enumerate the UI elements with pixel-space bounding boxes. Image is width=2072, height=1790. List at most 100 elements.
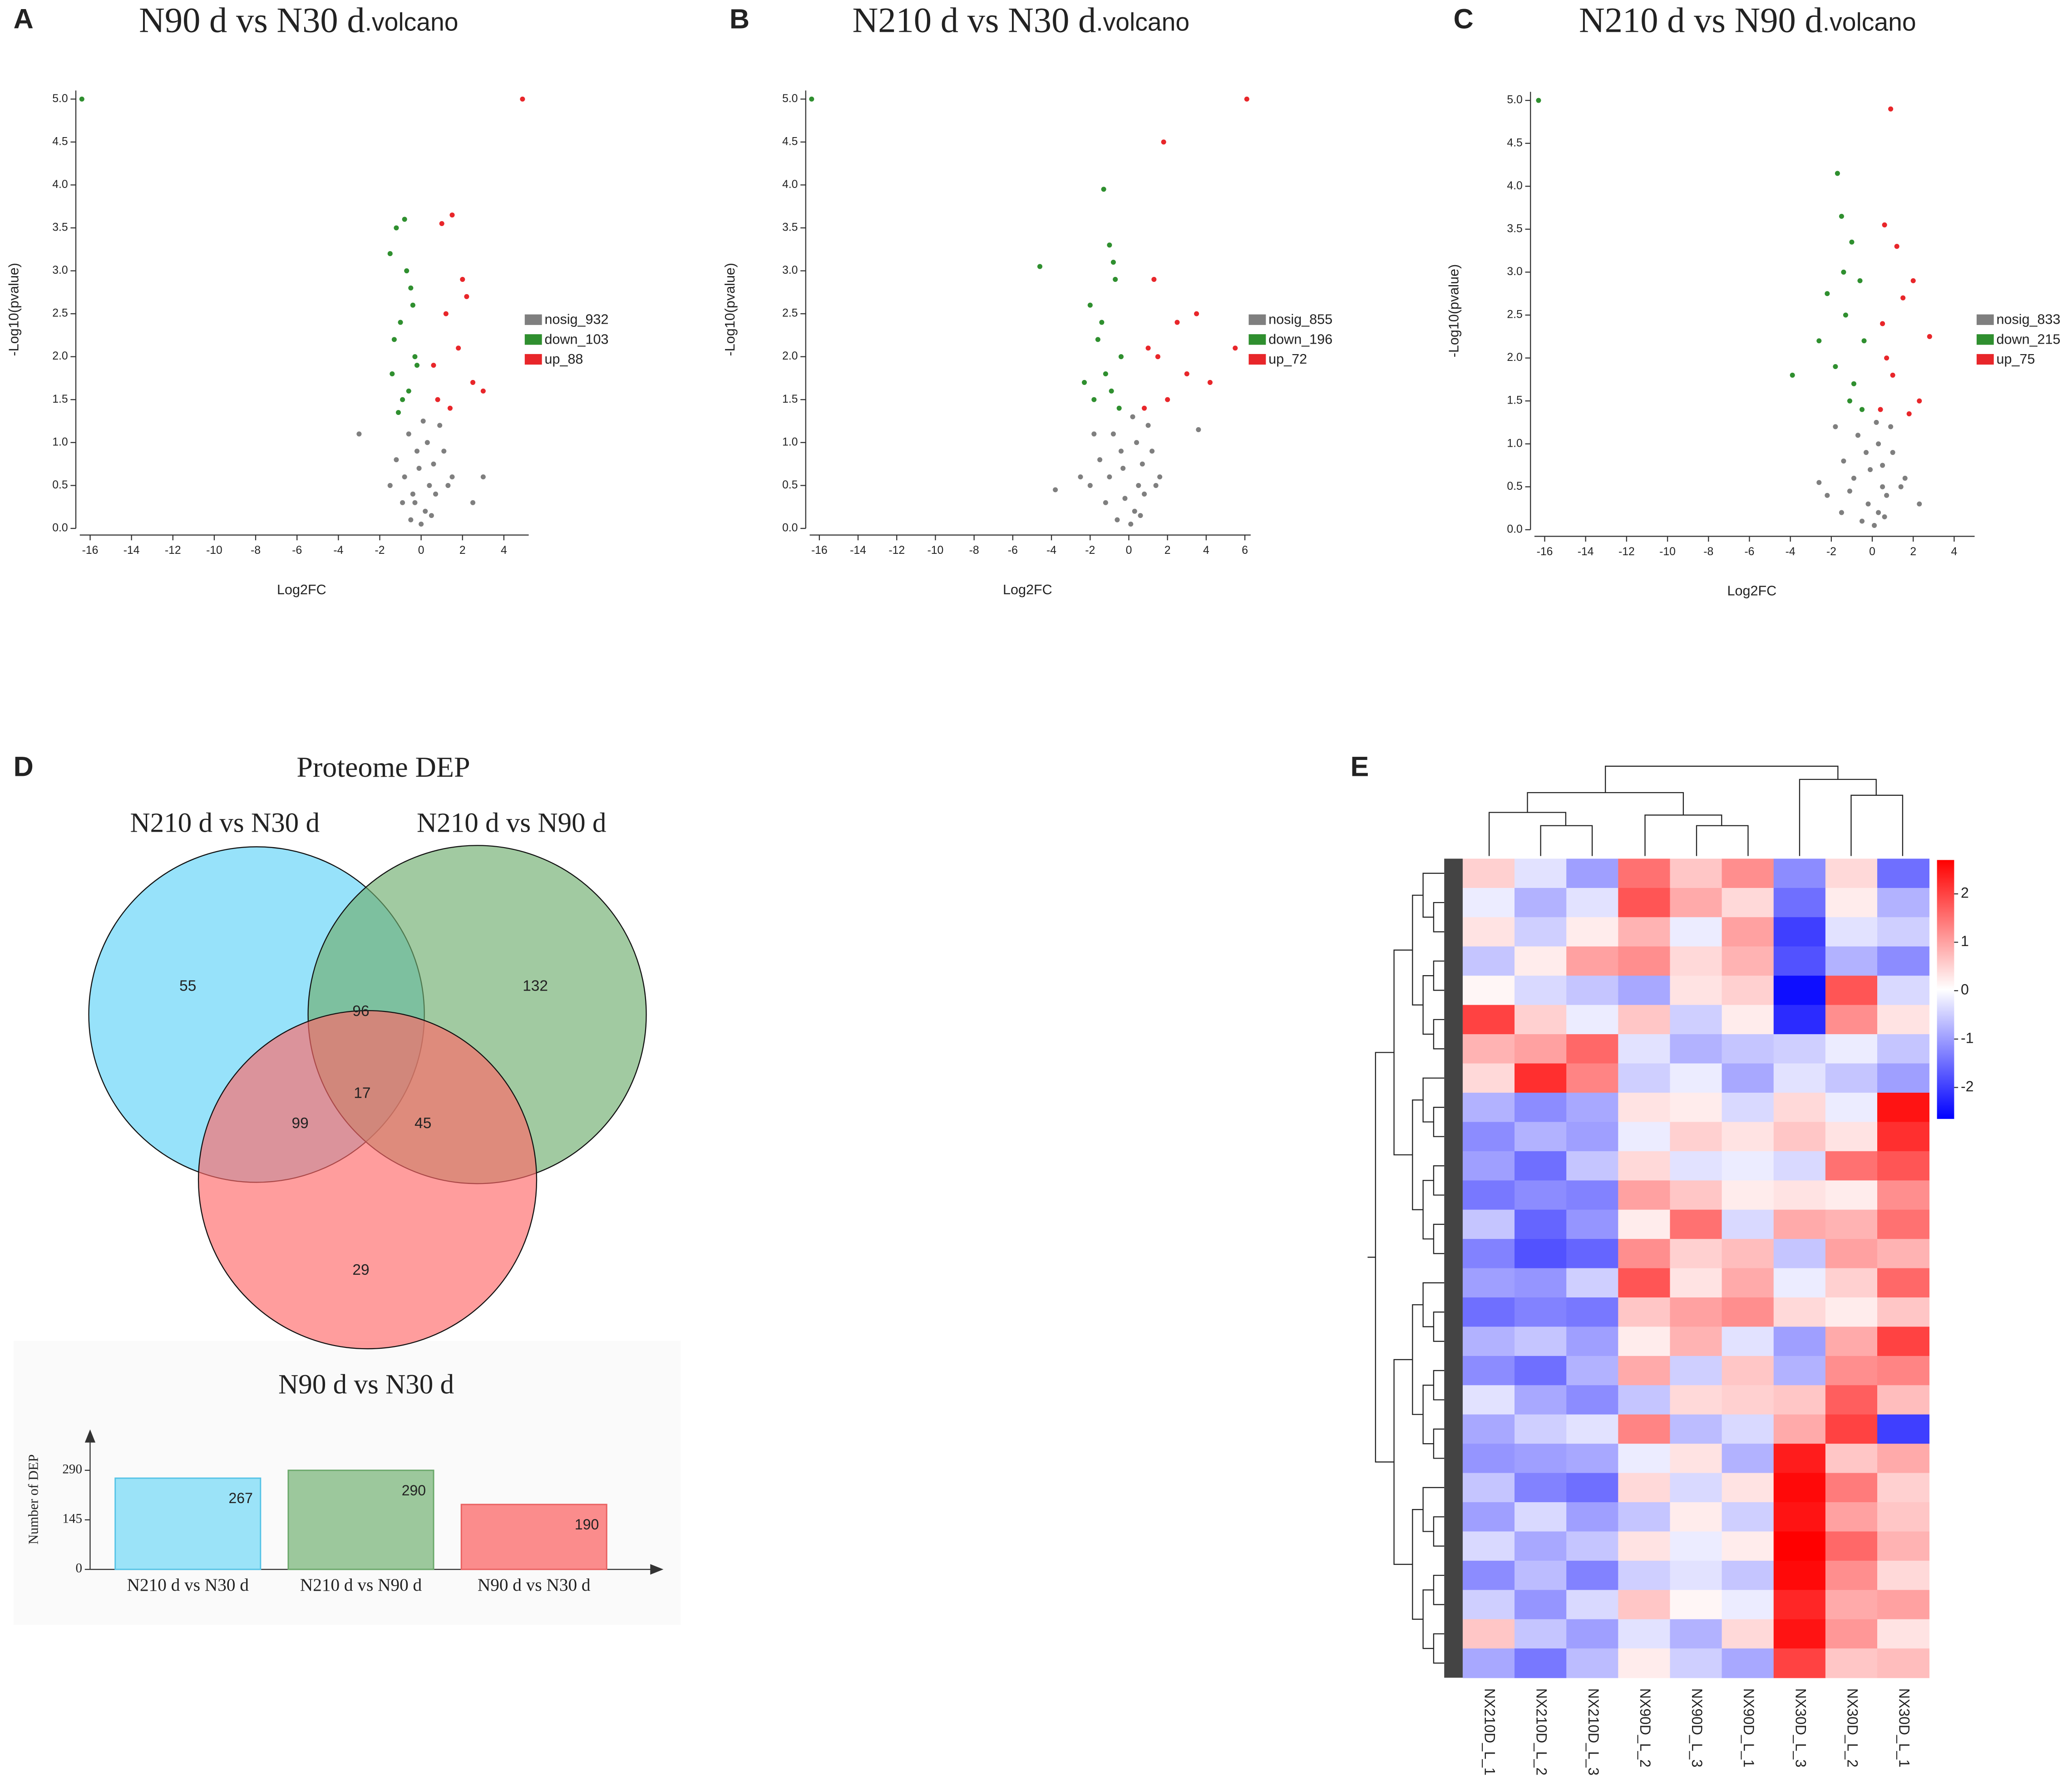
heatmap-cell (1773, 1648, 1826, 1678)
heatmap-cell (1825, 1356, 1878, 1386)
point (1917, 398, 1922, 404)
point (1136, 483, 1141, 488)
y-axis-label: Number of DEP (25, 1455, 41, 1545)
heatmap-cell (1462, 1502, 1515, 1532)
point (1884, 493, 1889, 498)
title-suffix: .volcano (365, 8, 459, 36)
point (1876, 510, 1881, 515)
point (1116, 405, 1122, 411)
x-tick-label: N210 d vs N30 d (127, 1575, 249, 1595)
point (1536, 98, 1541, 103)
heatmap-cell (1462, 1444, 1515, 1474)
point (1851, 381, 1856, 386)
heatmap-cell (1722, 917, 1774, 947)
x-tick-label: -4 (1046, 544, 1056, 557)
heatmap-cell (1515, 1502, 1567, 1532)
point (809, 96, 814, 102)
y-tick-label: 3.5 (782, 221, 798, 233)
heatmap-cell (1462, 1590, 1515, 1620)
heatmap-cell (1566, 976, 1619, 1006)
heatmap-cell (1618, 1209, 1671, 1240)
point (1165, 397, 1170, 402)
heatmap-cell (1670, 1092, 1722, 1123)
heatmap-cell (1722, 1648, 1774, 1678)
legend-swatch (524, 354, 542, 365)
point (1153, 483, 1159, 488)
heatmap-cell (1670, 1560, 1722, 1591)
column-label: NX30D_L_2 (1844, 1688, 1860, 1767)
heatmap-cell (1877, 1502, 1930, 1532)
x-tick-label: -8 (251, 544, 261, 557)
y-tick-label: 2.0 (52, 350, 68, 362)
chart-title: N210 d vs N90 d.volcano (1579, 0, 1916, 39)
y-tick-label: 0.0 (1507, 523, 1522, 535)
point (1894, 244, 1899, 249)
heatmap-cell (1825, 1092, 1878, 1123)
heatmap-cell (1877, 1473, 1930, 1503)
heatmap-cell (1515, 1268, 1567, 1298)
bar (287, 1469, 434, 1570)
heatmap-cell (1462, 1239, 1515, 1269)
heatmap-cell (1722, 1619, 1774, 1649)
x-tick-label: -14 (1578, 546, 1594, 558)
point (470, 500, 476, 505)
heatmap-cell (1618, 917, 1671, 947)
heatmap-cell (1618, 1473, 1671, 1503)
heatmap-cell (1462, 858, 1515, 888)
row-dendrogram (1422, 1589, 1434, 1649)
heatmap-cell (1722, 946, 1774, 976)
heatmap-cell (1566, 917, 1619, 947)
heatmap-cell (1722, 1268, 1774, 1298)
heatmap-cell (1618, 858, 1671, 888)
point (456, 345, 461, 351)
heatmap-cell (1618, 1268, 1671, 1298)
y-tick-label: 4.0 (52, 178, 68, 191)
bar-value-label: 190 (575, 1516, 599, 1533)
heatmap-cell (1515, 1005, 1567, 1035)
heatmap-cell (1877, 917, 1930, 947)
point (1194, 311, 1199, 316)
row-dendrogram (1375, 1052, 1394, 1463)
row-dendrogram (1393, 1359, 1413, 1565)
panel-label: B (730, 4, 750, 35)
point (1872, 523, 1877, 528)
heatmap-cell (1877, 1444, 1930, 1474)
point (1233, 345, 1238, 351)
row-dendrogram (1433, 1633, 1445, 1664)
venn-region-count: 45 (414, 1115, 431, 1132)
point (480, 474, 486, 480)
heatmap-cell (1618, 1063, 1671, 1093)
heatmap-cell (1773, 1297, 1826, 1327)
point (410, 491, 415, 497)
heatmap-cell (1566, 1297, 1619, 1327)
heatmap-cell (1877, 1239, 1930, 1269)
heatmap-cell (1566, 1560, 1619, 1591)
heatmap-cell (1773, 976, 1826, 1006)
point (470, 380, 476, 385)
heatmap-cell (1566, 1209, 1619, 1240)
x-tick-label: 4 (1951, 546, 1958, 558)
colorbar (1937, 860, 1954, 1119)
heatmap-cell (1515, 976, 1567, 1006)
heatmap-cell (1773, 1502, 1826, 1532)
legend-label: down_103 (544, 331, 608, 347)
heatmap-cell (1515, 1034, 1567, 1064)
heatmap-cell (1877, 1151, 1930, 1181)
point (1151, 276, 1157, 282)
point (1122, 496, 1128, 501)
y-tick-label: 2.5 (1507, 309, 1522, 321)
heatmap-cell (1877, 1560, 1930, 1591)
y-tick-label: 5.0 (1507, 94, 1522, 106)
point (1890, 450, 1895, 455)
heatmap-cell (1877, 1122, 1930, 1152)
point (1859, 407, 1865, 412)
point (435, 397, 440, 402)
heatmap-cell (1618, 1326, 1671, 1356)
point (356, 431, 362, 437)
x-tick-label: -14 (123, 544, 140, 557)
point (1132, 508, 1137, 514)
point (1849, 239, 1855, 245)
heatmap-cell (1515, 1122, 1567, 1152)
heatmap-cell (1722, 1326, 1774, 1356)
point (1091, 397, 1097, 402)
